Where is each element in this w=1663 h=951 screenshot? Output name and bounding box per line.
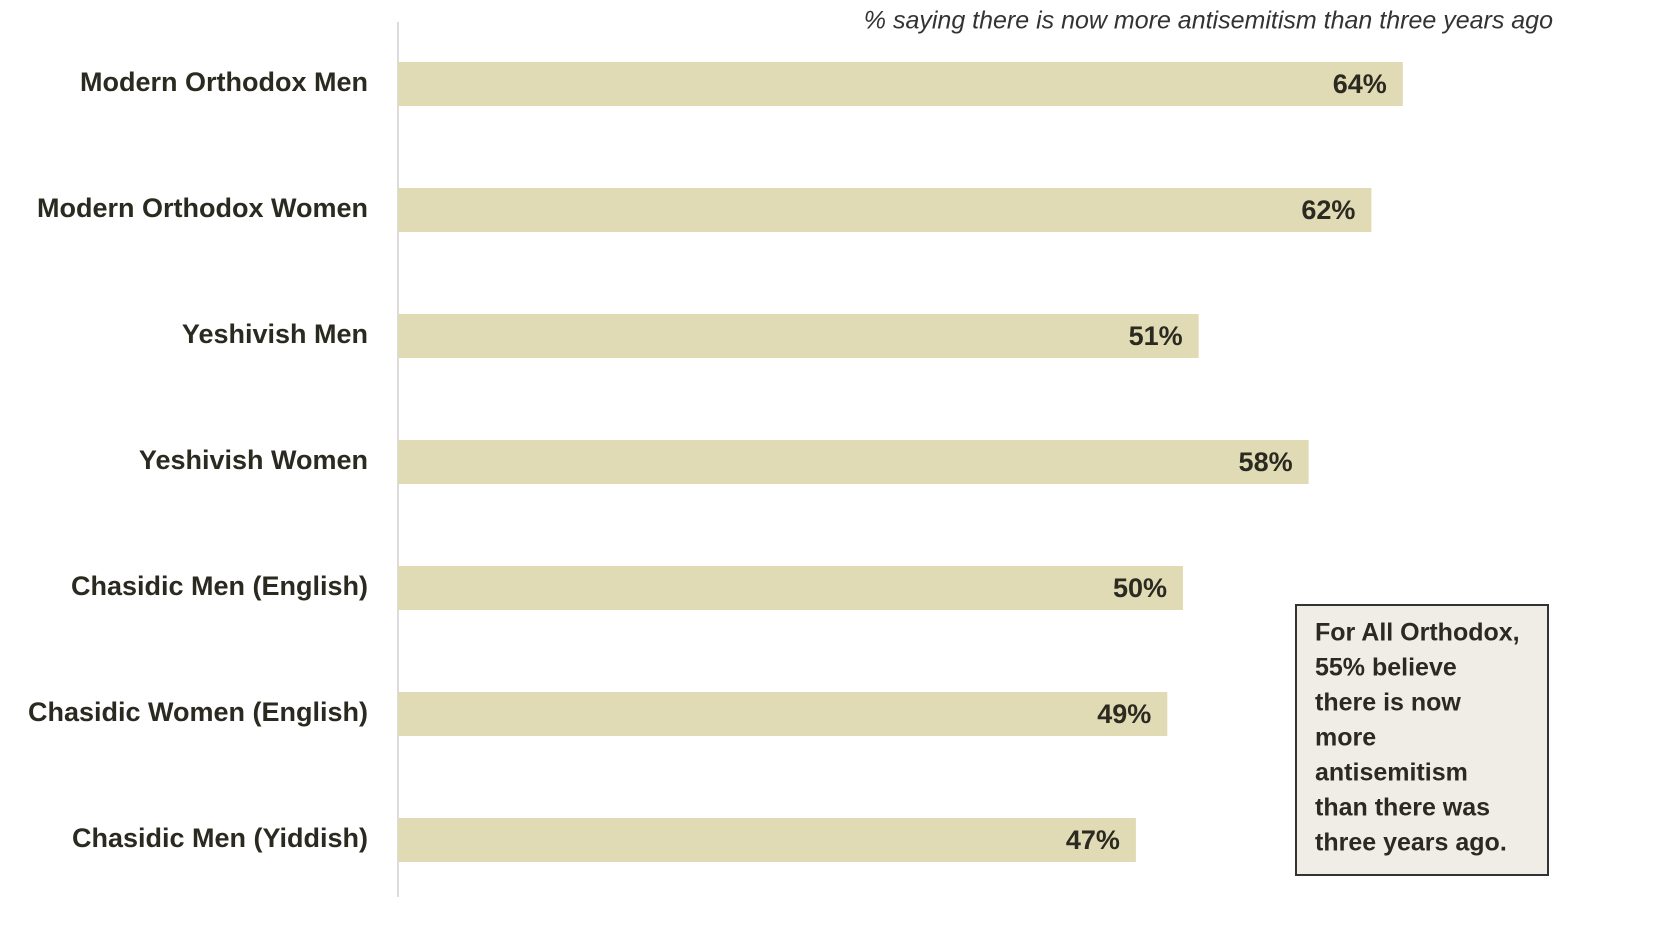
category-label: Yeshivish Men <box>182 319 368 349</box>
bar <box>398 566 1183 610</box>
value-label: 64% <box>1333 69 1387 99</box>
category-label: Yeshivish Women <box>139 445 368 475</box>
annotation-line: more <box>1315 724 1376 752</box>
bar <box>398 314 1199 358</box>
value-label: 58% <box>1239 447 1293 477</box>
annotation-line: For All Orthodox, <box>1315 619 1520 647</box>
chart-subtitle: % saying there is now more antisemitism … <box>864 7 1553 35</box>
value-label: 47% <box>1066 825 1120 855</box>
annotation-box <box>1295 604 1549 876</box>
category-label: Chasidic Men (English) <box>71 571 368 601</box>
bar <box>398 818 1136 862</box>
category-label: Modern Orthodox Men <box>80 67 368 97</box>
annotation-line: three years ago. <box>1315 829 1507 857</box>
annotation-line: 55% believe <box>1315 654 1457 682</box>
annotation-line: there is now <box>1315 689 1461 717</box>
value-label: 50% <box>1113 573 1167 603</box>
bar <box>398 188 1372 232</box>
category-label: Modern Orthodox Women <box>37 193 368 223</box>
bar <box>398 692 1168 736</box>
value-label: 51% <box>1129 321 1183 351</box>
value-label: 62% <box>1301 195 1355 225</box>
annotation-line: than there was <box>1315 794 1490 822</box>
annotation-line: antisemitism <box>1315 759 1468 787</box>
bar <box>398 440 1309 484</box>
category-label: Chasidic Men (Yiddish) <box>72 823 368 853</box>
bar <box>398 62 1403 106</box>
value-label: 49% <box>1097 699 1151 729</box>
category-label: Chasidic Women (English) <box>28 697 368 727</box>
